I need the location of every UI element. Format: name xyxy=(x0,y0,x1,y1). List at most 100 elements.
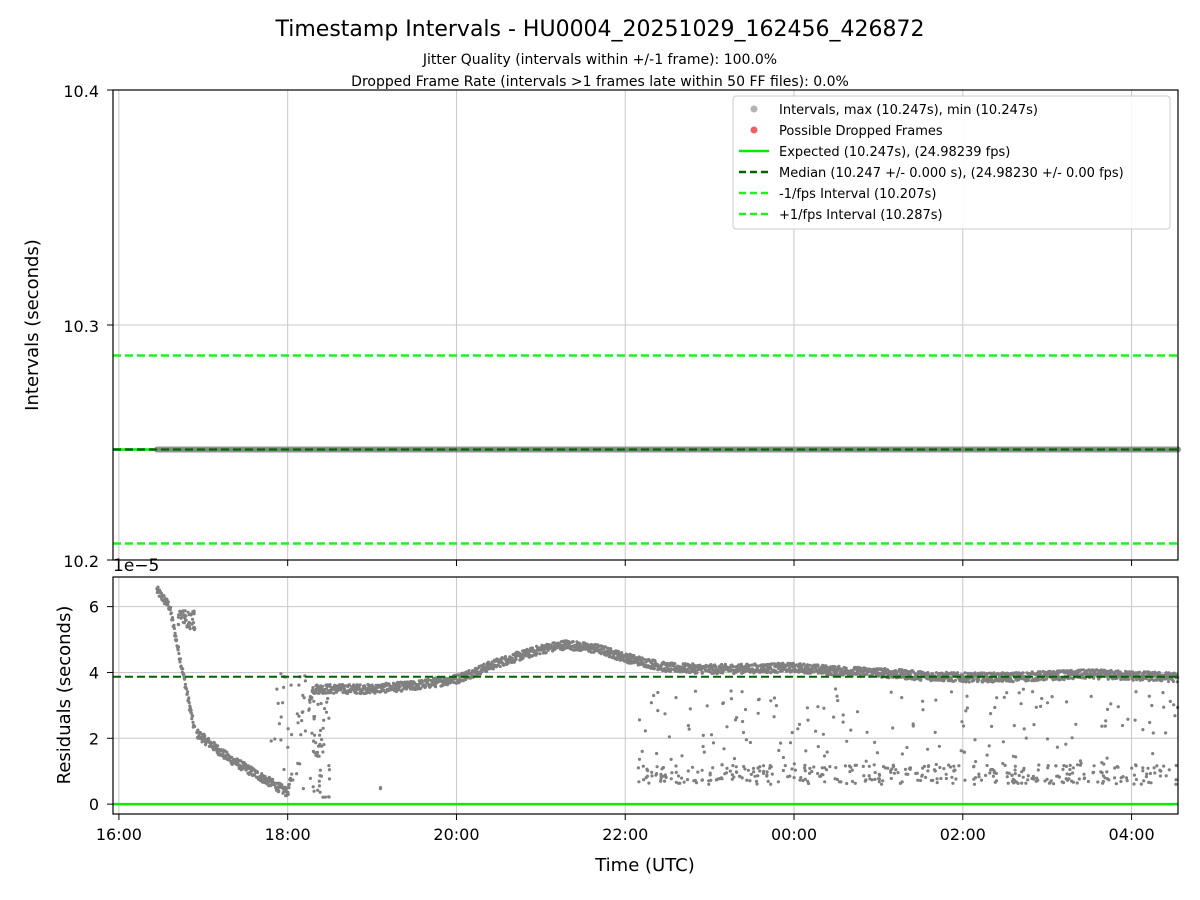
residual-outlier xyxy=(916,778,920,782)
residual-outlier xyxy=(1125,779,1129,783)
residual-outlier xyxy=(705,704,709,708)
residual-outlier xyxy=(918,778,923,783)
residual-outlier xyxy=(322,718,326,722)
residual-outlier xyxy=(1005,775,1009,779)
residual-outlier xyxy=(768,764,772,768)
residual-outlier xyxy=(820,766,824,770)
residual-outlier xyxy=(755,782,759,786)
residual-outlier xyxy=(742,764,746,769)
residual-outlier xyxy=(279,672,283,676)
residual-outlier xyxy=(801,779,805,783)
residual-outlier xyxy=(1049,779,1053,783)
residual-outlier xyxy=(922,764,927,769)
residual-point xyxy=(186,690,190,694)
residual-outlier xyxy=(299,733,303,737)
residual-outlier xyxy=(989,712,993,716)
residual-outlier xyxy=(275,687,279,691)
residual-outlier xyxy=(636,766,641,770)
residual-point xyxy=(591,643,595,647)
residual-outlier xyxy=(327,777,332,781)
residual-point xyxy=(731,665,735,669)
residual-point xyxy=(664,669,668,674)
residual-point xyxy=(286,792,290,796)
residual-outlier xyxy=(1021,687,1025,691)
residual-point xyxy=(1045,675,1049,679)
residual-outlier xyxy=(944,772,948,776)
residual-point xyxy=(919,677,923,681)
residual-point xyxy=(1153,671,1157,675)
residual-outlier xyxy=(187,620,191,625)
residual-outlier xyxy=(1152,766,1156,770)
residual-outlier xyxy=(301,710,305,714)
residual-point xyxy=(382,688,386,692)
residual-outlier xyxy=(950,775,954,779)
residual-outlier xyxy=(972,765,976,769)
residual-outlier xyxy=(1062,764,1066,768)
residual-outlier xyxy=(769,699,773,703)
residual-outlier xyxy=(725,766,729,771)
residual-outlier xyxy=(934,698,938,702)
residual-outlier xyxy=(900,752,905,756)
residual-outlier xyxy=(816,745,820,749)
residual-outlier xyxy=(282,685,286,690)
residual-point xyxy=(175,638,179,642)
residual-outlier xyxy=(1105,756,1109,760)
residual-outlier xyxy=(1148,720,1152,725)
residual-point xyxy=(791,662,796,666)
residual-outlier xyxy=(312,691,317,696)
residual-point xyxy=(620,651,624,655)
residual-outlier xyxy=(659,779,663,783)
residual-point xyxy=(1106,677,1110,681)
residual-outlier xyxy=(303,679,307,683)
residual-outlier xyxy=(805,706,810,710)
residual-outlier xyxy=(1141,728,1145,732)
residual-outlier xyxy=(1064,742,1068,746)
residual-point xyxy=(169,605,173,609)
residual-outlier xyxy=(792,762,796,766)
residual-outlier xyxy=(680,776,684,780)
legend: Intervals, max (10.247s), min (10.247s) … xyxy=(732,95,1171,230)
residual-outlier xyxy=(753,774,757,778)
residual-outlier xyxy=(765,774,769,778)
residual-point xyxy=(398,685,402,689)
residual-outlier xyxy=(781,768,786,773)
residual-outlier xyxy=(977,772,981,776)
residual-outlier xyxy=(985,753,989,757)
residual-outlier xyxy=(828,765,832,769)
residual-point xyxy=(535,644,539,649)
residual-outlier xyxy=(1091,771,1095,775)
residual-outlier xyxy=(177,623,181,627)
residual-outlier xyxy=(1148,771,1152,776)
residual-outlier xyxy=(816,771,820,776)
residual-outlier xyxy=(693,689,698,693)
residual-point xyxy=(714,665,718,669)
residual-outlier xyxy=(812,765,816,769)
residual-outlier xyxy=(318,733,322,737)
residual-outlier xyxy=(295,772,299,776)
residual-outlier xyxy=(920,773,924,777)
residual-outlier xyxy=(286,727,290,731)
residual-point xyxy=(720,662,724,667)
legend-label-expected: Expected (10.247s), (24.98239 fps) xyxy=(779,145,1010,160)
residual-outlier xyxy=(1134,690,1138,694)
residual-point xyxy=(166,603,170,607)
residual-outlier xyxy=(883,766,887,770)
residual-outlier xyxy=(1132,782,1136,786)
residual-outlier xyxy=(1045,777,1049,781)
residual-outlier xyxy=(1010,773,1014,777)
residual-outlier xyxy=(1013,764,1017,768)
residual-outlier xyxy=(1078,759,1082,763)
residual-outlier xyxy=(741,730,746,735)
x-tick-label: 22:00 xyxy=(602,825,648,844)
residual-outlier xyxy=(808,766,812,771)
residual-point xyxy=(972,678,976,683)
residual-point xyxy=(650,660,654,665)
residual-outlier xyxy=(1022,768,1026,772)
residual-outlier xyxy=(184,618,188,622)
residual-outlier xyxy=(318,728,323,733)
residual-point xyxy=(770,662,774,666)
residual-outlier xyxy=(674,780,678,784)
residual-point xyxy=(1118,672,1122,677)
residual-outlier xyxy=(1036,778,1040,783)
residual-outlier xyxy=(768,766,772,770)
